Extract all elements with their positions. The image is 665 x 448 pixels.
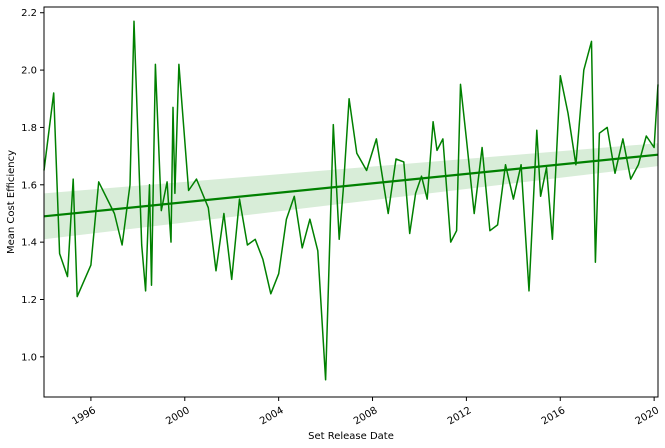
y-tick-label: 1.4 <box>21 238 37 249</box>
y-axis-label: Mean Cost Efficiency <box>6 150 17 254</box>
series-line <box>43 20 659 381</box>
y-tick-label: 1.2 <box>21 295 37 306</box>
y-tick-label: 2.0 <box>21 66 37 77</box>
y-axis: 1.0 1.2 1.4 1.6 1.8 2.0 2.2 <box>21 8 44 363</box>
y-tick-label: 1.0 <box>21 352 37 363</box>
plot-area <box>43 20 659 381</box>
y-tick-label: 1.8 <box>21 123 37 134</box>
axes-frame <box>43 6 659 398</box>
x-axis-label: Set Release Date <box>308 431 394 442</box>
trend-line <box>43 153 659 218</box>
y-tick-label: 2.2 <box>21 8 37 19</box>
y-tick-label: 1.6 <box>21 180 37 191</box>
